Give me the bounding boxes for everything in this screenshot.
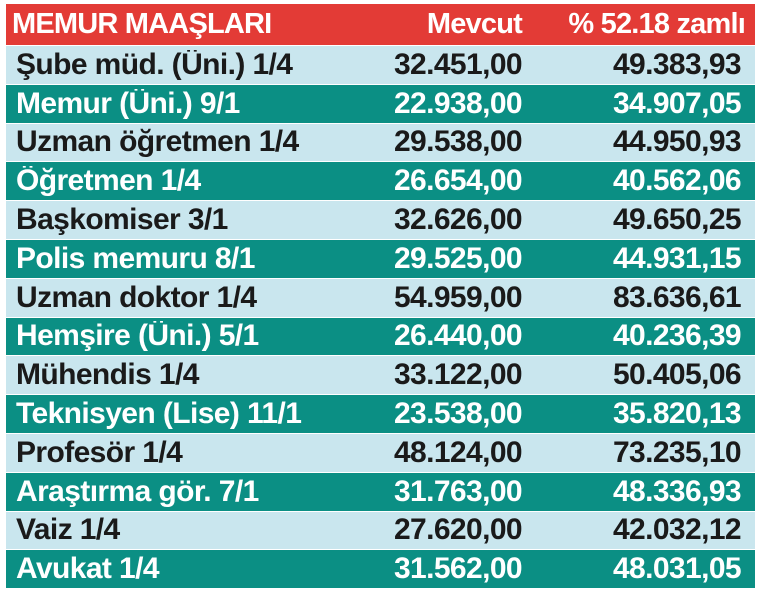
row-raised: 44.931,15 [612,243,742,274]
header-current: Mevcut [426,10,523,39]
table-row: Avukat 1/4 31.562,00 48.031,05 [6,550,755,590]
row-title: Hemşire (Üni.) 5/1 [16,321,259,352]
row-title: Teknisyen (Lise) 11/1 [16,399,302,430]
row-current: 31.763,00 [393,476,523,507]
row-current: 26.654,00 [393,166,523,197]
row-raised: 44.950,93 [612,127,742,158]
row-current: 31.562,00 [393,554,523,585]
table-row: Öğretmen 1/4 26.654,00 40.562,06 [6,162,755,202]
table-row: Araştırma gör. 7/1 31.763,00 48.336,93 [6,472,755,512]
row-raised: 40.236,39 [612,321,742,352]
table-row: Teknisyen (Lise) 11/1 23.538,00 35.820,1… [6,395,755,434]
row-raised: 42.032,12 [612,515,742,546]
header-raised: % 52.18 zamlı [568,10,745,39]
salary-table: MEMUR MAAŞLARI Mevcut % 52.18 zamlı Şube… [6,4,755,600]
row-raised: 49.650,25 [612,205,742,236]
table-row: Uzman doktor 1/4 54.959,00 83.636,61 [6,278,755,318]
table-row: Polis memuru 8/1 29.525,00 44.931,15 [6,239,755,279]
row-raised: 49.383,93 [612,49,742,80]
row-title: Araştırma gör. 7/1 [16,476,259,507]
row-title: Mühendis 1/4 [16,360,199,391]
table-row: Profesör 1/4 48.124,00 73.235,10 [6,433,755,473]
header-title: MEMUR MAAŞLARI [12,10,272,39]
row-title: Başkomiser 3/1 [16,205,228,236]
row-current: 32.451,00 [393,49,523,80]
row-raised: 83.636,61 [612,282,742,313]
row-title: Uzman öğretmen 1/4 [16,127,299,158]
row-raised: 35.820,13 [612,399,742,430]
row-title: Avukat 1/4 [16,554,160,585]
row-title: Şube müd. (Üni.) 1/4 [16,49,293,80]
table-row: Vaiz 1/4 27.620,00 42.032,12 [6,511,755,551]
table-header: MEMUR MAAŞLARI Mevcut % 52.18 zamlı [6,4,755,46]
row-title: Profesör 1/4 [16,437,183,468]
row-current: 32.626,00 [393,205,523,236]
table-row: Uzman öğretmen 1/4 29.538,00 44.950,93 [6,123,755,163]
row-title: Memur (Üni.) 9/1 [16,88,240,119]
row-current: 29.538,00 [393,127,523,158]
row-raised: 48.031,05 [612,554,742,585]
table-row: Hemşire (Üni.) 5/1 26.440,00 40.236,39 [6,317,755,357]
row-current: 22.938,00 [393,88,523,119]
row-current: 48.124,00 [393,437,523,468]
row-current: 23.538,00 [393,399,523,430]
row-title: Öğretmen 1/4 [16,166,201,197]
table-row: Başkomiser 3/1 32.626,00 49.650,25 [6,201,755,240]
table-row: Mühendis 1/4 33.122,00 50.405,06 [6,356,755,396]
row-current: 29.525,00 [393,243,523,274]
row-title: Vaiz 1/4 [16,515,120,546]
table-row: Memur (Üni.) 9/1 22.938,00 34.907,05 [6,84,755,124]
row-raised: 34.907,05 [612,88,742,119]
row-title: Uzman doktor 1/4 [16,282,257,313]
row-raised: 48.336,93 [612,476,742,507]
row-title: Polis memuru 8/1 [16,243,255,274]
table-row: Şube müd. (Üni.) 1/4 32.451,00 49.383,93 [6,46,755,85]
row-current: 33.122,00 [393,360,523,391]
row-current: 26.440,00 [393,321,523,352]
row-raised: 40.562,06 [612,166,742,197]
row-raised: 73.235,10 [612,437,742,468]
row-current: 27.620,00 [393,515,523,546]
row-raised: 50.405,06 [612,360,742,391]
row-current: 54.959,00 [393,282,523,313]
